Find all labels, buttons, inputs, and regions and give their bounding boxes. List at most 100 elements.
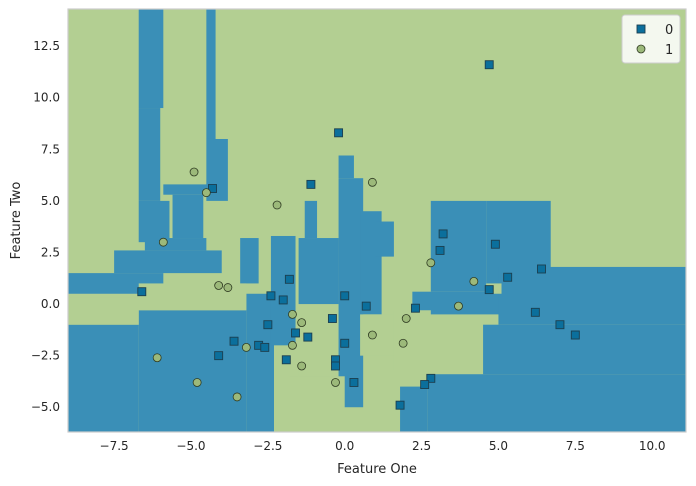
point-class-1 (331, 378, 340, 387)
point-class-0 (438, 229, 448, 239)
point-class-0 (503, 272, 513, 282)
region-class-0 (304, 200, 318, 239)
point-class-1 (367, 177, 377, 187)
point-class-0 (395, 400, 405, 410)
point-class-0 (278, 295, 288, 305)
y-tick-label: 10.0 (33, 91, 60, 105)
region-class-0 (338, 155, 354, 179)
region-class-0 (400, 386, 428, 432)
point-class-0 (331, 361, 340, 371)
point-class-0 (349, 378, 359, 387)
x-tick-label: 7.5 (566, 439, 585, 453)
region-class-0 (270, 235, 296, 346)
region-class-0 (240, 238, 259, 284)
point-class-0 (570, 330, 580, 340)
x-tick-label: 0.0 (335, 439, 354, 453)
decision-regions (68, 9, 686, 432)
point-class-0 (281, 355, 291, 365)
x-axis-label: Feature One (337, 462, 417, 477)
region-class-0 (163, 184, 216, 195)
point-class-1 (398, 338, 408, 348)
point-class-1 (426, 258, 436, 268)
point-class-1 (192, 378, 202, 387)
legend: 0 1 (621, 14, 681, 64)
point-class-0 (361, 301, 371, 311)
region-class-0 (498, 266, 686, 325)
region-class-0 (138, 108, 161, 201)
point-class-1 (288, 309, 297, 319)
region-class-0 (138, 9, 164, 109)
region-class-1 (68, 297, 139, 325)
point-class-1 (272, 200, 282, 210)
point-class-1 (454, 301, 463, 311)
point-class-1 (288, 340, 297, 350)
region-class-0 (246, 293, 274, 432)
point-class-1 (297, 318, 307, 328)
point-class-0 (530, 307, 540, 317)
data-points (137, 60, 580, 410)
x-tick-label: −2.5 (253, 439, 282, 453)
point-class-0 (303, 332, 313, 342)
point-class-0 (410, 303, 420, 313)
point-class-0 (555, 320, 565, 330)
point-class-1 (223, 283, 233, 292)
region-class-1 (486, 283, 502, 294)
region-class-0 (138, 200, 170, 243)
legend-label-class-0: 0 (665, 23, 673, 38)
point-class-0 (484, 285, 494, 295)
point-class-1 (297, 361, 307, 371)
y-tick-label: 2.5 (41, 245, 60, 259)
point-class-0 (137, 287, 147, 297)
y-tick-label: 0.0 (41, 297, 60, 311)
region-class-0 (68, 324, 139, 432)
point-class-0 (340, 291, 350, 301)
plot-frame (67, 8, 687, 433)
region-class-1 (298, 361, 336, 377)
point-class-1 (469, 276, 479, 286)
region-class-1 (360, 314, 401, 356)
x-tick-label: −5.0 (176, 439, 205, 453)
point-class-1 (401, 314, 411, 323)
point-class-0 (260, 342, 270, 352)
region-class-0 (427, 374, 686, 432)
region-class-0 (114, 250, 222, 274)
point-class-1 (367, 330, 377, 340)
legend-label-class-1: 1 (665, 43, 673, 58)
point-class-0 (327, 314, 337, 323)
x-tick-label: 2.5 (412, 439, 431, 453)
point-class-0 (266, 291, 276, 301)
y-tick-label: −2.5 (31, 349, 60, 363)
point-class-0 (263, 320, 273, 330)
region-class-0 (483, 324, 686, 375)
region-class-0 (375, 221, 394, 257)
point-class-1 (158, 237, 168, 247)
point-class-1 (189, 167, 199, 177)
region-class-0 (138, 310, 247, 432)
legend-marker-class-1 (636, 44, 646, 54)
point-class-1 (232, 392, 242, 402)
point-class-0 (537, 264, 546, 274)
x-tick-label: 10.0 (639, 439, 666, 453)
legend-marker-class-0 (636, 24, 646, 34)
point-class-0 (208, 184, 217, 193)
point-class-0 (229, 336, 239, 346)
region-class-0 (172, 194, 204, 239)
point-class-1 (201, 188, 211, 198)
point-class-0 (214, 351, 224, 361)
point-class-0 (291, 328, 300, 338)
point-class-0 (435, 245, 445, 255)
point-class-0 (426, 373, 436, 383)
point-class-1 (214, 281, 224, 290)
point-class-0 (420, 380, 430, 389)
legend-box (621, 14, 681, 64)
region-class-0 (206, 9, 216, 139)
point-class-0 (484, 60, 494, 70)
point-class-0 (334, 128, 344, 138)
point-class-1 (241, 342, 251, 352)
region-class-1 (393, 310, 431, 371)
point-class-1 (152, 353, 162, 363)
y-tick-label: 12.5 (33, 39, 60, 53)
point-class-0 (490, 239, 500, 249)
y-tick-label: 7.5 (41, 142, 60, 156)
